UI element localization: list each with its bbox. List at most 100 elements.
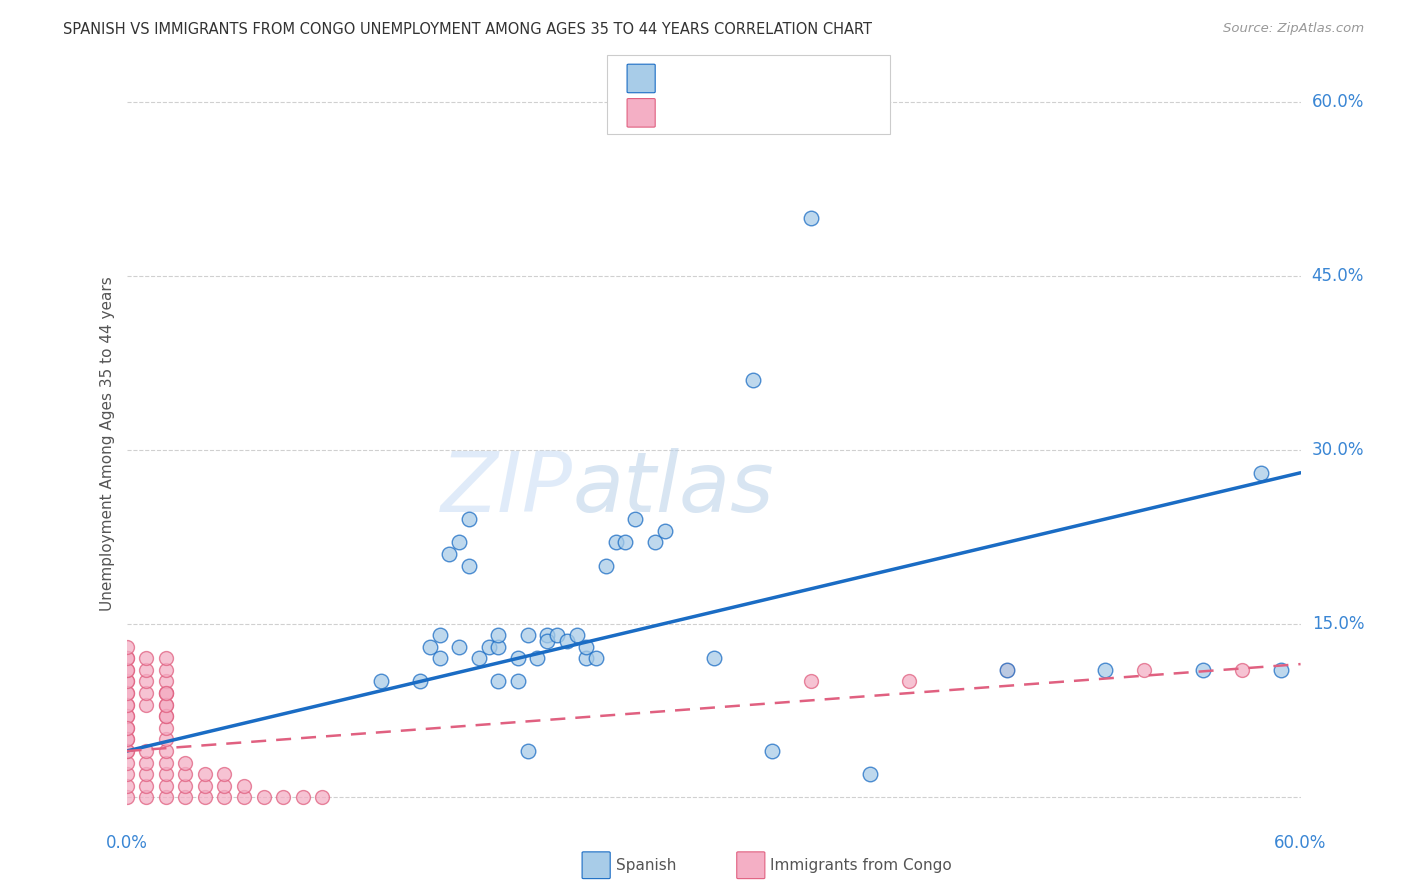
Point <box>458 558 481 573</box>
Point <box>194 790 217 805</box>
Point <box>271 790 294 805</box>
Text: 30.0%: 30.0% <box>1312 441 1364 458</box>
Point <box>115 721 138 735</box>
Point <box>115 698 138 712</box>
Point <box>115 767 138 781</box>
Text: 0.263: 0.263 <box>696 70 748 87</box>
Point <box>506 651 529 665</box>
Text: 44: 44 <box>792 70 815 87</box>
Point <box>252 790 274 805</box>
Point <box>155 674 177 689</box>
Point <box>486 674 509 689</box>
Point <box>155 779 177 793</box>
Point <box>115 698 138 712</box>
Point <box>135 767 157 781</box>
Point <box>135 674 157 689</box>
Point <box>536 628 558 642</box>
Text: Source: ZipAtlas.com: Source: ZipAtlas.com <box>1223 22 1364 36</box>
Point <box>624 512 647 526</box>
Text: 71: 71 <box>792 103 814 122</box>
Point <box>458 512 481 526</box>
Point <box>174 779 197 793</box>
Point <box>516 628 538 642</box>
Point <box>654 524 676 538</box>
Point <box>155 790 177 805</box>
Text: R =: R = <box>665 70 702 87</box>
Point <box>1191 663 1213 677</box>
Point <box>370 674 392 689</box>
Point <box>585 651 607 665</box>
Point <box>291 790 314 805</box>
Point <box>115 709 138 723</box>
Text: R =: R = <box>665 103 702 122</box>
Point <box>516 744 538 758</box>
Point <box>565 628 588 642</box>
Point <box>155 732 177 747</box>
Point <box>135 651 157 665</box>
Point <box>115 709 138 723</box>
Point <box>429 628 451 642</box>
Point <box>115 779 138 793</box>
Point <box>995 663 1018 677</box>
Point <box>155 698 177 712</box>
Point <box>800 211 823 225</box>
Point <box>135 756 157 770</box>
Point <box>486 640 509 654</box>
Point <box>174 756 197 770</box>
Point <box>135 744 157 758</box>
Point <box>1133 663 1156 677</box>
Text: Spanish: Spanish <box>616 858 676 872</box>
Point <box>232 779 256 793</box>
Point <box>467 651 489 665</box>
Point <box>115 640 138 654</box>
Point <box>155 651 177 665</box>
Point <box>555 633 578 648</box>
Point <box>644 535 666 549</box>
Text: 45.0%: 45.0% <box>1312 267 1364 285</box>
Point <box>155 698 177 712</box>
Point <box>115 651 138 665</box>
Point <box>135 663 157 677</box>
Point <box>155 709 177 723</box>
Point <box>115 663 138 677</box>
Point <box>174 767 197 781</box>
Point <box>155 721 177 735</box>
Point <box>429 651 451 665</box>
Point <box>115 744 138 758</box>
Point <box>605 535 627 549</box>
Text: 15.0%: 15.0% <box>1312 615 1364 632</box>
Point <box>486 628 509 642</box>
Point <box>174 790 197 805</box>
Text: ZIP: ZIP <box>440 449 572 530</box>
Point <box>898 674 921 689</box>
Point <box>575 651 598 665</box>
Text: atlas: atlas <box>572 449 775 530</box>
Point <box>214 767 236 781</box>
Point <box>155 756 177 770</box>
Point <box>115 686 138 700</box>
Text: N =: N = <box>749 70 797 87</box>
Point <box>1230 663 1253 677</box>
Point <box>115 732 138 747</box>
Point <box>536 633 558 648</box>
Point <box>115 790 138 805</box>
Point <box>595 558 617 573</box>
Point <box>155 709 177 723</box>
Point <box>526 651 548 665</box>
Text: 0.043: 0.043 <box>696 103 748 122</box>
Point <box>449 640 471 654</box>
Point <box>155 686 177 700</box>
Point <box>439 547 461 561</box>
Point <box>409 674 432 689</box>
Point <box>155 686 177 700</box>
Point <box>135 698 157 712</box>
Point <box>115 721 138 735</box>
Point <box>761 744 783 758</box>
Point <box>614 535 637 549</box>
Text: N =: N = <box>749 103 797 122</box>
Point <box>232 790 256 805</box>
Point <box>115 663 138 677</box>
Point <box>741 373 763 387</box>
Point <box>194 779 217 793</box>
Point <box>311 790 333 805</box>
